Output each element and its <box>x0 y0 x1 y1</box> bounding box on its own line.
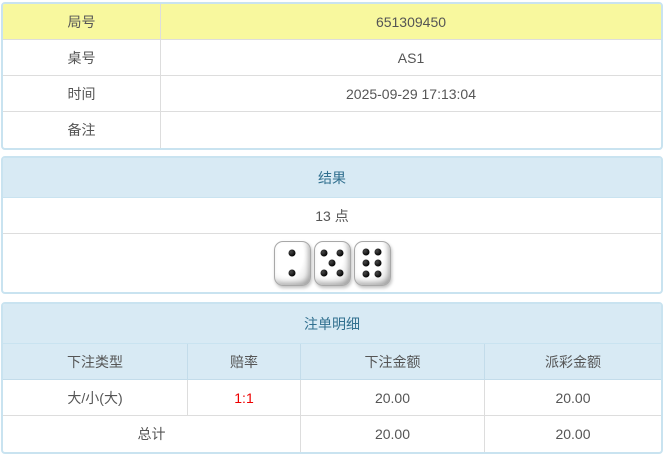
bets-column-header-row: 下注类型 赔率 下注金额 派彩金额 <box>3 344 661 380</box>
die-pip <box>320 249 328 257</box>
die-2-icon <box>273 240 311 286</box>
bets-header: 注单明细 <box>3 304 661 344</box>
total-bet-amount: 20.00 <box>301 416 485 452</box>
dice-row <box>3 234 661 292</box>
table-id-label: 桌号 <box>3 40 161 75</box>
die-pip <box>362 259 370 267</box>
table-row-time: 时间 2025-09-29 17:13:04 <box>3 76 661 112</box>
die-pip <box>362 270 370 278</box>
die-pip <box>336 249 344 257</box>
table-id-value: AS1 <box>397 49 425 66</box>
die-6-icon <box>353 240 391 286</box>
die-pip <box>362 248 370 256</box>
col-header-bet-type: 下注类型 <box>3 344 188 379</box>
total-payout-amount: 20.00 <box>555 426 591 442</box>
col-header-bet-amount: 下注金额 <box>301 344 485 379</box>
total-label: 总计 <box>3 416 301 452</box>
table-row-remark: 备注 <box>3 112 661 148</box>
die-pip <box>336 269 344 277</box>
bet-odds: 1:1 <box>188 380 301 415</box>
bet-type: 大/小(大) <box>3 380 188 415</box>
die-pip <box>374 248 382 256</box>
result-header: 结果 <box>3 158 661 198</box>
time-label: 时间 <box>3 76 161 111</box>
die-pip <box>374 259 382 267</box>
col-header-odds: 赔率 <box>188 344 301 379</box>
total-row: 总计 20.00 20.00 <box>3 416 661 452</box>
game-info-table: 局号 651309450 桌号 AS1 时间 2025-09-29 17:13:… <box>1 2 663 150</box>
remark-value <box>161 112 661 148</box>
table-row-table-id: 桌号 AS1 <box>3 40 661 76</box>
remark-label: 备注 <box>3 112 161 148</box>
col-header-payout-amount: 派彩金额 <box>545 353 601 370</box>
bet-amount: 20.00 <box>301 380 485 415</box>
table-row-game-id: 局号 651309450 <box>3 4 661 40</box>
bet-row: 大/小(大) 1:1 20.00 20.00 <box>3 380 661 416</box>
bets-section: 注单明细 下注类型 赔率 下注金额 派彩金额 大/小(大) 1:1 20.00 … <box>1 302 663 454</box>
bet-payout: 20.00 <box>555 389 591 406</box>
die-pip <box>320 269 328 277</box>
game-id-label: 局号 <box>3 4 161 39</box>
die-5-icon <box>313 240 351 286</box>
time-value: 2025-09-29 17:13:04 <box>346 85 476 102</box>
die-pip <box>328 259 336 267</box>
result-points: 13 点 <box>3 198 661 234</box>
die-pip <box>288 249 296 257</box>
die-pip <box>374 270 382 278</box>
game-id-value: 651309450 <box>375 13 447 30</box>
result-section: 结果 13 点 <box>1 156 663 294</box>
die-pip <box>288 269 296 277</box>
